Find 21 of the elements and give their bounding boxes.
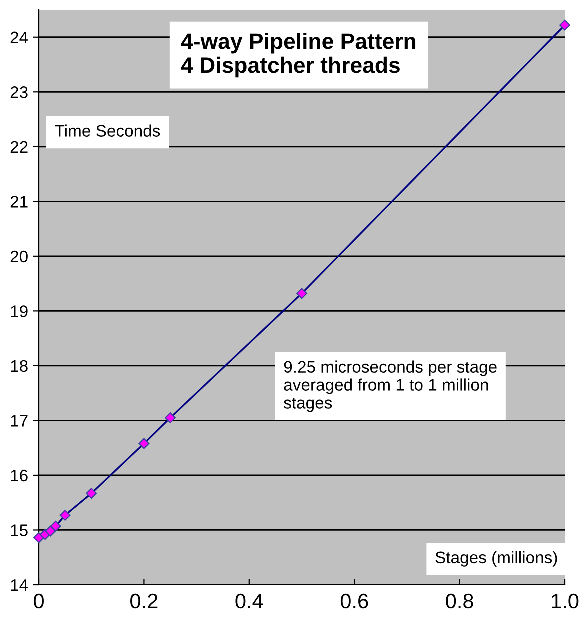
y-tick-label: 21 [10,196,28,208]
y-axis-title: Time Seconds [55,124,160,137]
y-tick-label: 20 [10,250,28,263]
text: 4-way Pipeline Pattern 4 Dispatcher threads [181,33,416,78]
x-tick-label: 1.0 [552,594,579,609]
y-tick-label: 14 [11,580,28,592]
y-tick-label: 23 [10,86,28,98]
y-tick-label: 16 [11,470,28,482]
x-tick-label: 0.4 [236,594,264,609]
y-tick-label: 22 [10,141,28,153]
y-tick-label: 15 [11,524,28,536]
x-tick-label: 0.8 [446,594,474,609]
y-tick-label: 24 [10,32,28,44]
annotation: 9.25 microseconds per stage averaged from 1 to 1 million stages [284,360,497,412]
x-tick-label: 0.2 [130,594,158,609]
x-axis-title: Stages (millions) [436,551,558,567]
y-tick-label: 17 [11,415,28,427]
x-tick-label: 0.6 [340,594,368,609]
x-tick-label: 0 [34,594,44,609]
y-tick-label: 19 [11,306,28,318]
y-tick-label: 18 [11,360,28,372]
